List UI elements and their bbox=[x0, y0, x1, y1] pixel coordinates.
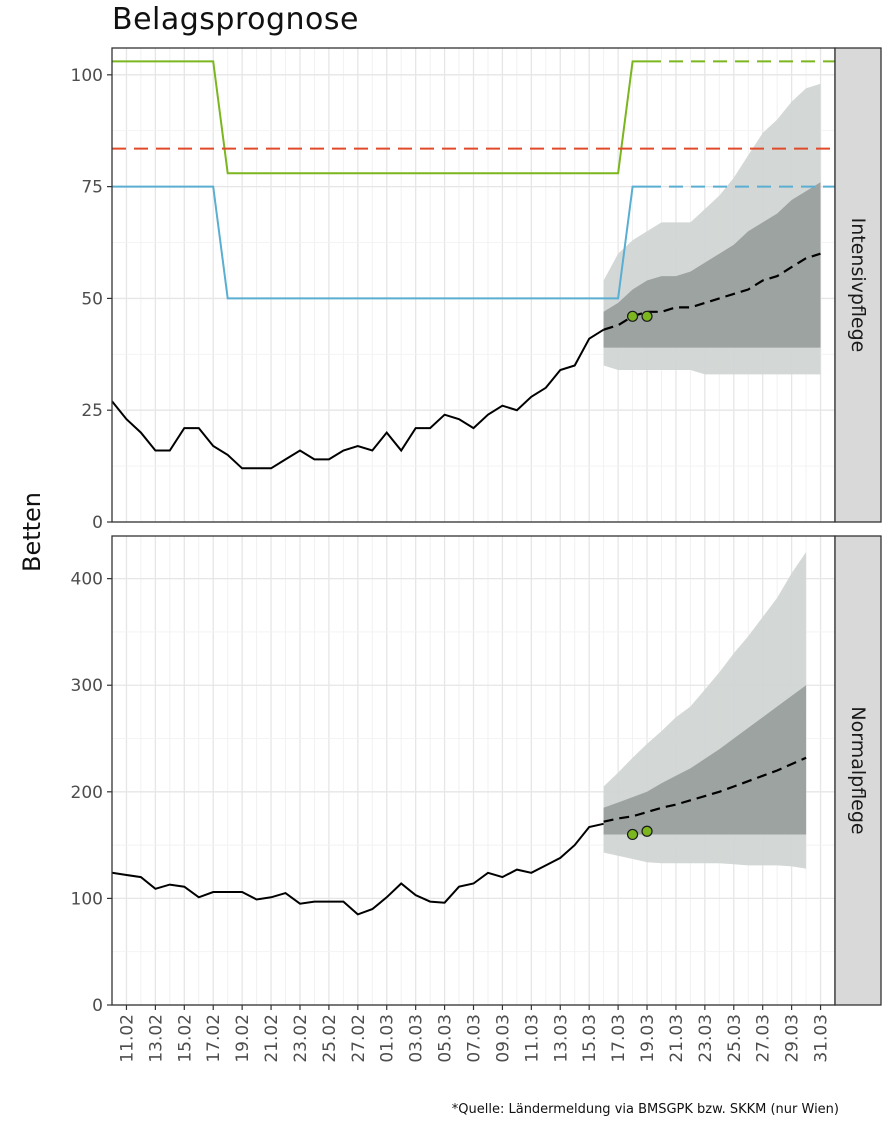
x-tick-label: 13.02 bbox=[146, 1014, 166, 1063]
y-tick-label: 100 bbox=[71, 889, 103, 909]
x-tick-label: 01.03 bbox=[378, 1014, 398, 1063]
x-tick-label: 11.02 bbox=[117, 1014, 137, 1063]
x-tick-label: 15.02 bbox=[175, 1014, 195, 1063]
y-tick-label: 100 bbox=[71, 66, 103, 86]
x-tick-label: 09.03 bbox=[493, 1014, 513, 1063]
y-tick-label: 400 bbox=[71, 570, 103, 590]
reported-point bbox=[626, 310, 639, 322]
observed-line bbox=[111, 822, 604, 916]
y-tick-label: 0 bbox=[92, 996, 103, 1016]
facet-intensivpflege: 0 25 50 75 100 Intensivpflege bbox=[71, 47, 882, 533]
y-tick-label: 0 bbox=[92, 513, 103, 533]
x-tick-label: 17.03 bbox=[609, 1014, 629, 1063]
x-tick-label: 23.02 bbox=[291, 1014, 311, 1063]
x-tick-label: 15.03 bbox=[580, 1014, 600, 1063]
facet-strip-label: Intensivpflege bbox=[847, 218, 869, 353]
capacity-line-blue-solid bbox=[112, 185, 647, 300]
x-tick-label: 13.03 bbox=[551, 1014, 571, 1063]
reported-point bbox=[626, 828, 639, 841]
forecast-band-inner bbox=[603, 685, 807, 835]
y-tick-label: 75 bbox=[81, 178, 103, 198]
x-tick-label: 07.03 bbox=[465, 1014, 485, 1063]
x-tick-label: 31.03 bbox=[812, 1014, 832, 1063]
x-tick-label: 21.02 bbox=[262, 1014, 282, 1063]
chart-title: Belagsprognose bbox=[112, 2, 359, 37]
x-tick-label: 25.03 bbox=[725, 1014, 745, 1063]
y-tick-label: 200 bbox=[71, 783, 103, 803]
x-tick-label: 27.02 bbox=[349, 1014, 369, 1063]
x-tick-label: 05.03 bbox=[436, 1014, 456, 1063]
y-tick-label: 25 bbox=[81, 401, 103, 421]
x-tick-label: 21.03 bbox=[667, 1014, 687, 1063]
reported-point bbox=[641, 310, 653, 322]
x-tick-label: 03.03 bbox=[407, 1014, 427, 1063]
capacity-line-green-solid bbox=[112, 60, 647, 175]
x-tick-label: 19.02 bbox=[233, 1014, 253, 1063]
forecast-band-inner bbox=[603, 182, 821, 348]
forecast-median-line bbox=[603, 756, 807, 823]
reported-point bbox=[641, 825, 653, 837]
facet-strip-label: Normalpflege bbox=[847, 706, 869, 834]
y-tick-label: 300 bbox=[71, 676, 103, 696]
forecast-median-line bbox=[603, 252, 821, 331]
x-tick-label: 29.03 bbox=[783, 1014, 803, 1063]
x-tick-label: 27.03 bbox=[754, 1014, 774, 1063]
source-note: *Quelle: Ländermeldung via BMSGPK bzw. S… bbox=[451, 1102, 839, 1117]
facet-strip bbox=[834, 47, 882, 523]
y-tick-label: 50 bbox=[81, 289, 103, 309]
facet-normalpflege: 0 100 200 300 400 Normalpflege bbox=[71, 535, 882, 1016]
observed-line bbox=[111, 328, 605, 470]
x-tick-label: 23.03 bbox=[696, 1014, 716, 1063]
x-tick-label: 25.02 bbox=[320, 1014, 340, 1063]
x-tick-label: 11.03 bbox=[522, 1014, 542, 1063]
facet-strip bbox=[834, 535, 882, 1006]
x-tick-label: 19.03 bbox=[638, 1014, 658, 1063]
x-tick-label: 17.02 bbox=[204, 1014, 224, 1063]
